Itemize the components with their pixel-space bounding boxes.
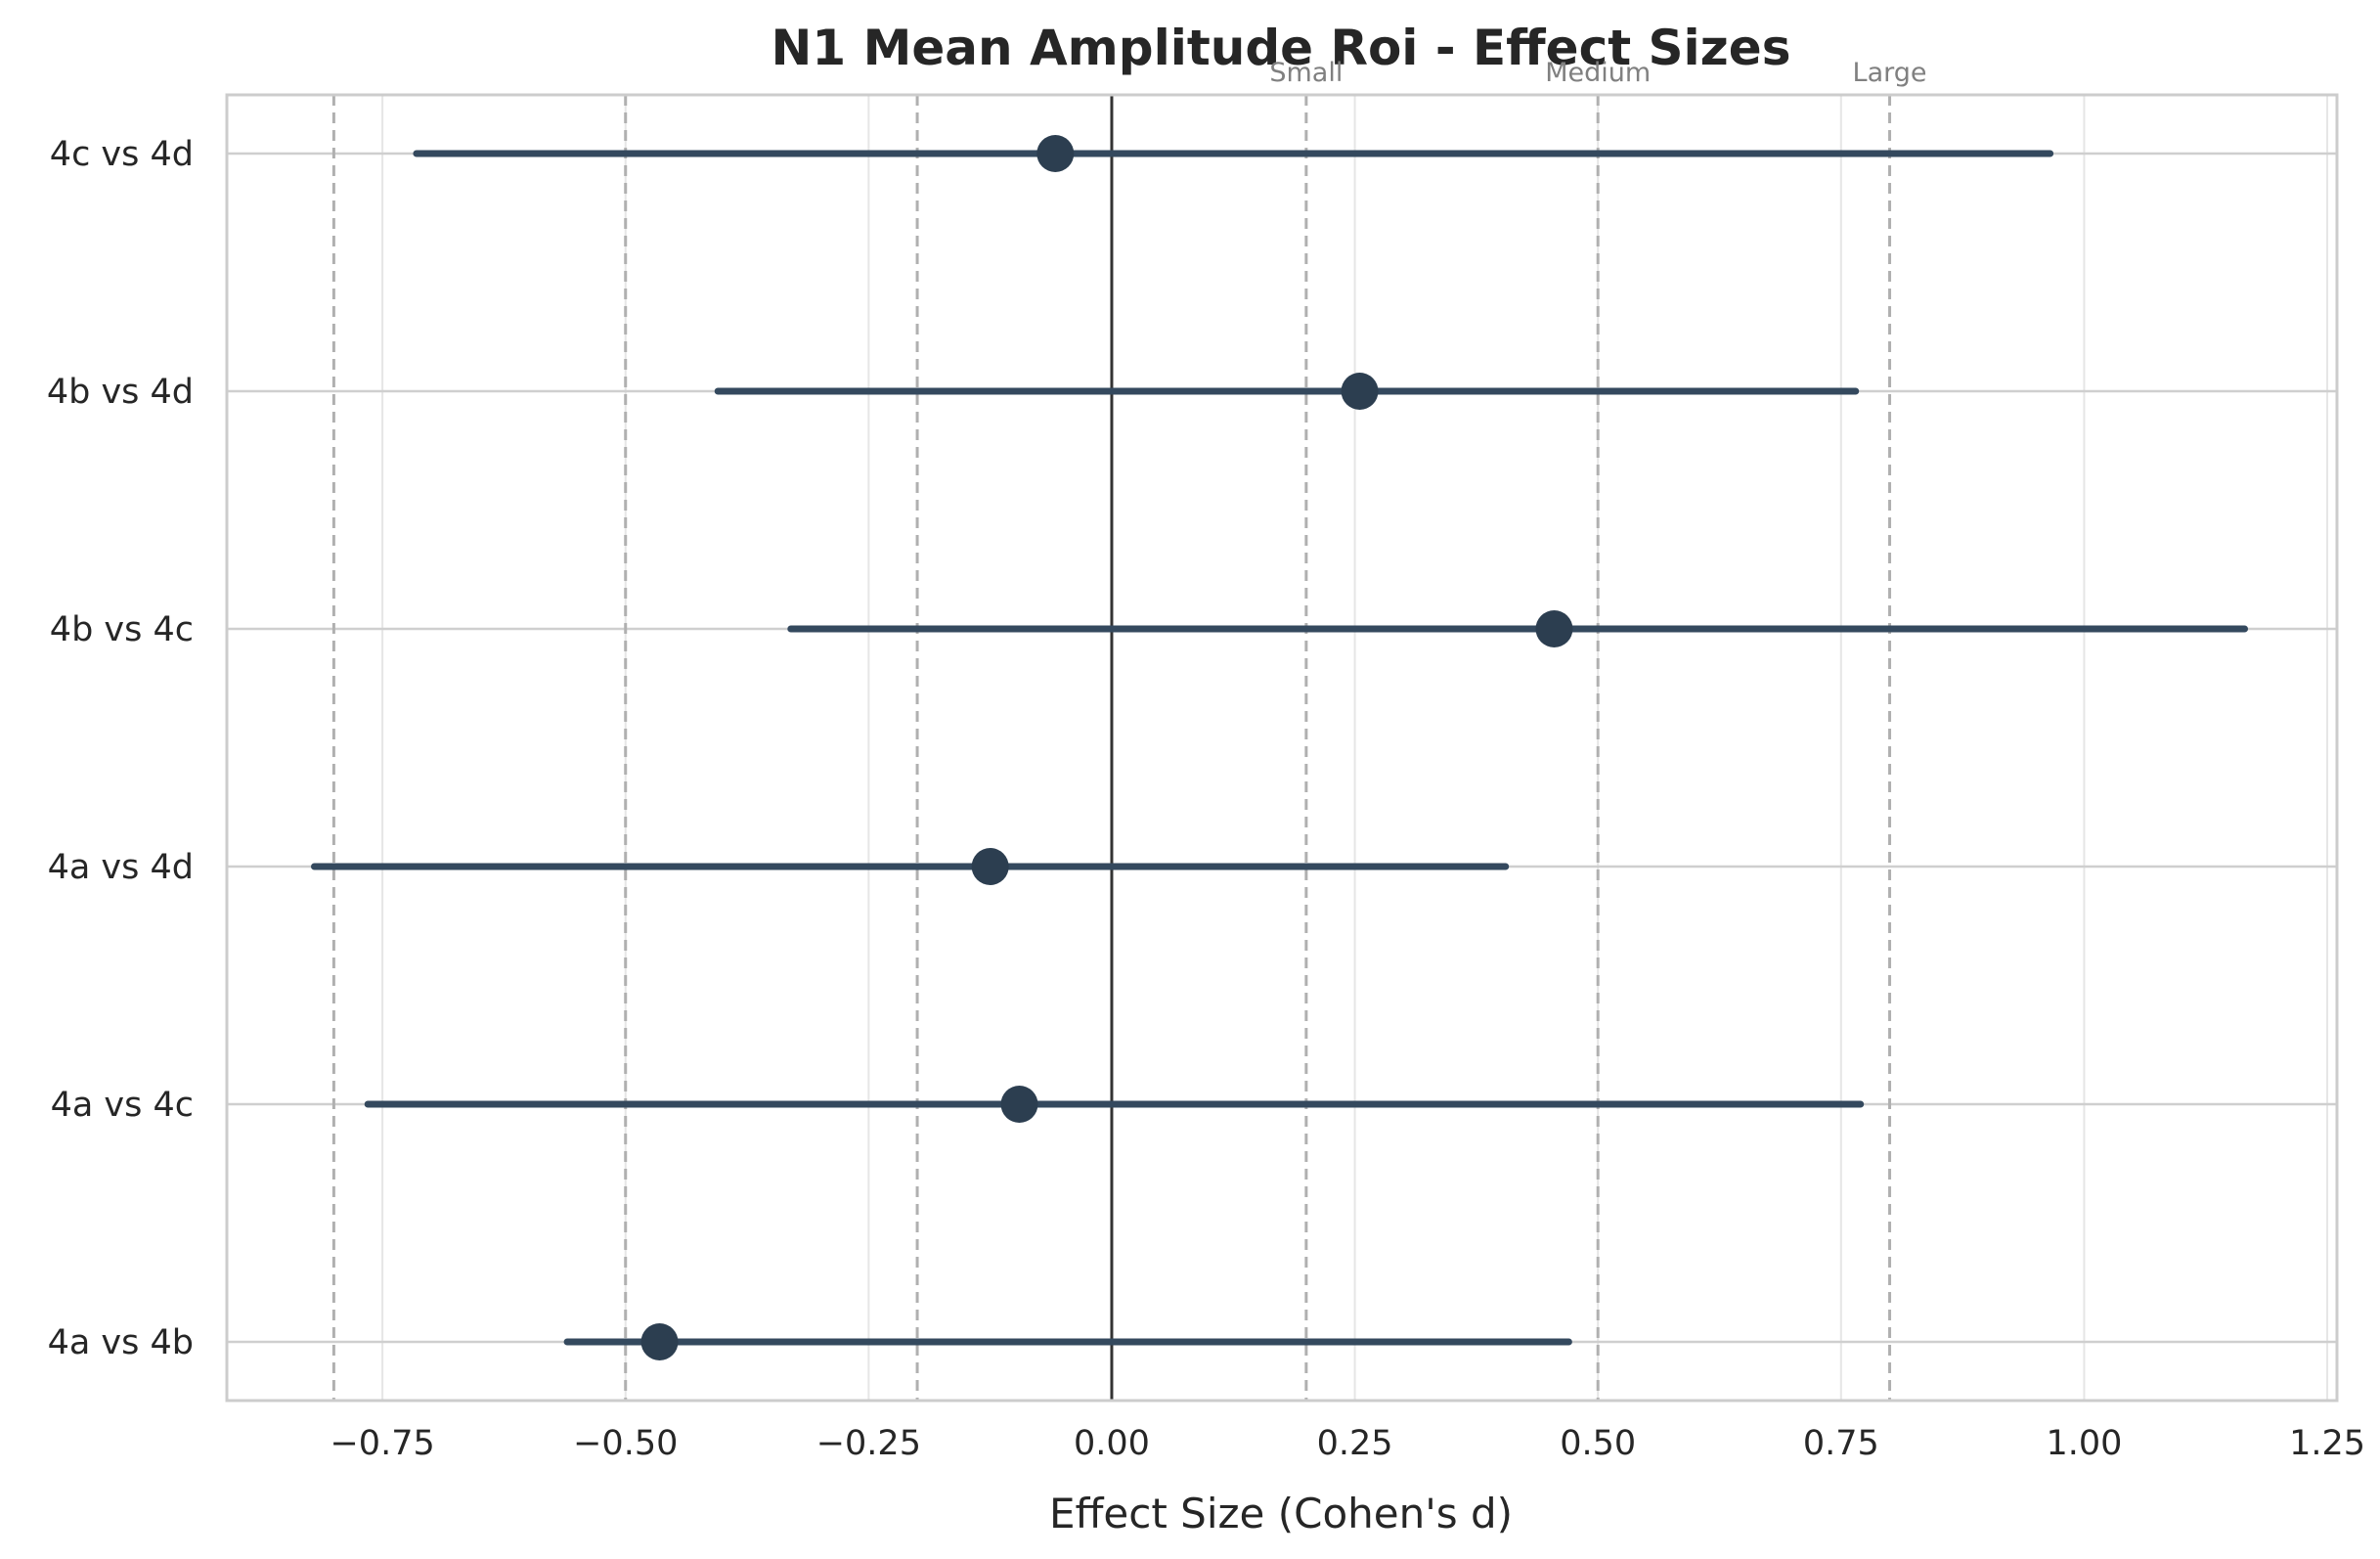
x-tick-label: 0.25 (1317, 1424, 1393, 1463)
reference-line-label: Medium (1545, 58, 1651, 88)
y-tick-label: 4b vs 4d (47, 373, 194, 412)
y-tick-label: 4c vs 4d (50, 135, 194, 174)
reference-line-label: Small (1269, 58, 1343, 88)
x-tick-label: 1.00 (2046, 1424, 2122, 1463)
effect-size-point (1535, 610, 1573, 647)
y-tick-label: 4a vs 4c (51, 1086, 194, 1125)
x-tick-label: −0.75 (330, 1424, 434, 1463)
x-tick-label: 0.50 (1560, 1424, 1636, 1463)
x-tick-label: −0.50 (573, 1424, 678, 1463)
reference-line-label: Large (1853, 58, 1927, 88)
reference-lines: Small Medium Large (331, 58, 1927, 1401)
effect-size-point (1341, 373, 1379, 410)
x-tick-label: −0.25 (816, 1424, 921, 1463)
effect-size-point (971, 848, 1009, 885)
y-tick-label: 4b vs 4c (50, 610, 194, 649)
plot-frame (225, 93, 2339, 1403)
x-axis-label: Effect Size (Cohen's d) (1049, 1490, 1513, 1537)
x-tick-label: 0.75 (1803, 1424, 1879, 1463)
grid-layer (227, 95, 2337, 1401)
effect-size-point (1036, 135, 1075, 172)
effect-size-point (1000, 1086, 1038, 1123)
x-tick-label: 1.25 (2289, 1424, 2365, 1463)
data-layer (311, 135, 2249, 1360)
y-tick-label: 4a vs 4d (48, 848, 194, 887)
x-tick-label: 0.00 (1074, 1424, 1150, 1463)
chart-title: N1 Mean Amplitude Roi - Effect Sizes (771, 20, 1791, 76)
tick-labels: −0.75 −0.50 −0.25 0.00 0.25 0.50 0.75 1.00 1.25 4… (47, 135, 2365, 1463)
effect-size-point (640, 1323, 679, 1360)
y-tick-label: 4a vs 4b (48, 1323, 194, 1362)
